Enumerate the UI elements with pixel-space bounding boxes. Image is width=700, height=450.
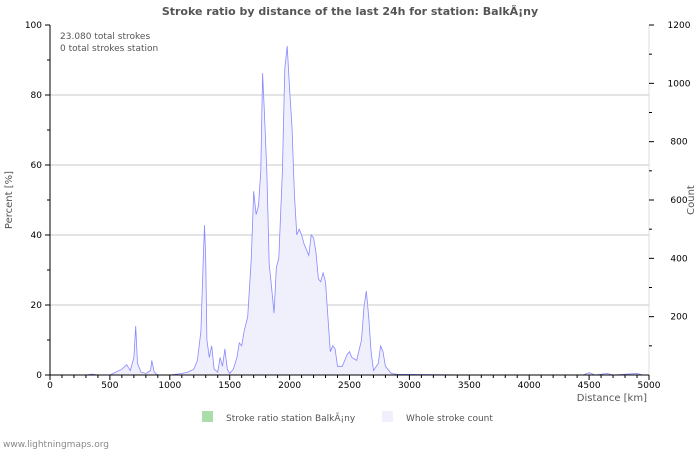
x-tick-label: 5000 <box>638 381 661 391</box>
y-axis-left-label: Percent [%] <box>4 171 15 229</box>
x-tick-label: 4000 <box>518 381 541 391</box>
y-right-tick-label: 1000 <box>668 79 691 89</box>
y-right-tick-label: 1200 <box>668 21 691 31</box>
x-tick-label: 4500 <box>578 381 601 391</box>
y-left-tick-label: 100 <box>25 21 42 31</box>
legend-swatch-station-ratio <box>202 411 213 422</box>
y-right-tick-label: 600 <box>670 196 687 206</box>
y-axis-right-label: Count <box>686 185 697 215</box>
y-right-tick-label: 400 <box>670 254 687 264</box>
x-tick-label: 1000 <box>158 381 181 391</box>
y-left-tick-label: 40 <box>31 231 43 241</box>
y-left-tick-label: 60 <box>31 161 43 171</box>
y-left-tick-label: 80 <box>31 91 43 101</box>
x-tick-label: 3500 <box>458 381 481 391</box>
y-left-tick-label: 0 <box>36 371 42 381</box>
y-left-tick-label: 20 <box>31 301 43 311</box>
x-tick-label: 2500 <box>338 381 361 391</box>
footer-credit: www.lightningmaps.org <box>3 440 109 450</box>
x-tick-label: 1500 <box>218 381 241 391</box>
x-tick-label: 500 <box>101 381 118 391</box>
x-tick-label: 3000 <box>398 381 421 391</box>
x-axis-label: Distance [km] <box>577 393 647 404</box>
legend-swatch-stroke-count <box>382 411 393 422</box>
legend-label-stroke-count: Whole stroke count <box>406 414 493 424</box>
annotation-station-strokes: 0 total strokes station <box>60 44 158 54</box>
legend-label-station-ratio: Stroke ratio station BalkÃ¡ny <box>226 413 356 424</box>
y-right-tick-label: 800 <box>670 138 687 148</box>
y-right-tick-label: 200 <box>670 313 687 323</box>
x-tick-label: 2000 <box>278 381 301 391</box>
annotation-total-strokes: 23.080 total strokes <box>60 32 150 42</box>
x-tick-label: 0 <box>47 381 53 391</box>
chart-title: Stroke ratio by distance of the last 24h… <box>162 5 538 18</box>
